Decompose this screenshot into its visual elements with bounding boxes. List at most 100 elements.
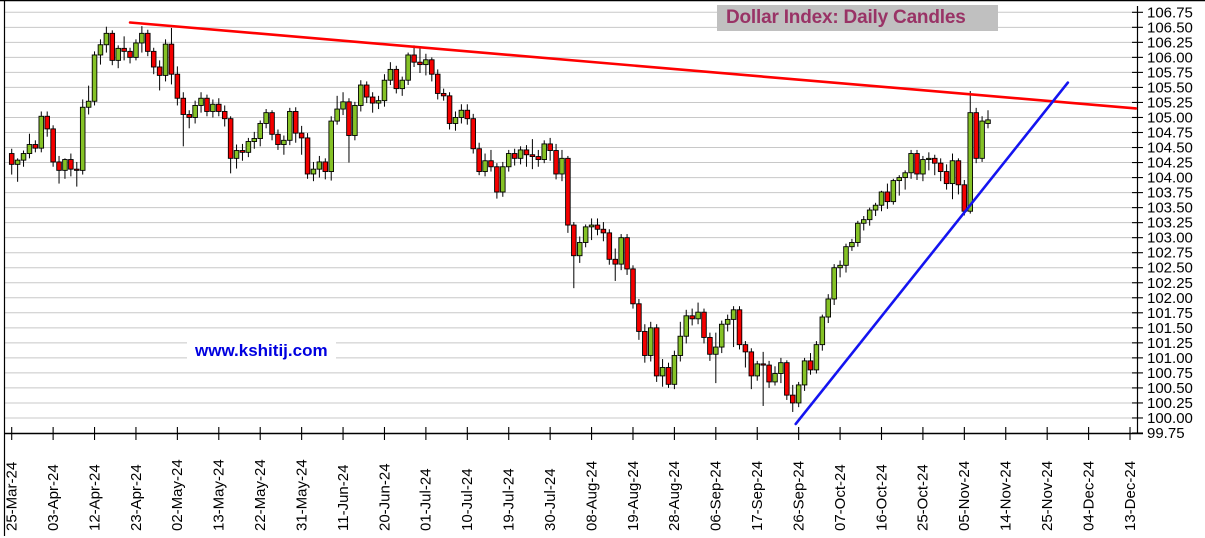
candle-down (446, 95, 453, 124)
candle-down (411, 54, 417, 63)
candle-up (245, 141, 252, 153)
candle-down (304, 137, 311, 175)
x-tick-label: 19-Aug-24 (625, 461, 642, 531)
candle-up (713, 346, 719, 355)
y-tick-label: 101.75 (1147, 305, 1193, 322)
candle-up (872, 204, 879, 211)
candle-up (387, 68, 394, 81)
candle-up (695, 311, 701, 320)
candle-up (257, 123, 263, 139)
y-tick-label: 99.75 (1147, 425, 1185, 442)
candle-down (760, 363, 766, 366)
candle-up (772, 373, 778, 383)
x-tick-label: 03-Apr-24 (45, 464, 62, 531)
candle-down (221, 111, 228, 120)
y-tick-label: 100.00 (1147, 410, 1193, 427)
candle-up (902, 172, 908, 179)
x-tick-label: 19-Jul-24 (501, 468, 518, 531)
x-tick-label: 13-May-24 (211, 459, 228, 531)
candle-up (754, 363, 760, 377)
candle-down (44, 115, 50, 130)
x-tick-label: 25-Oct-24 (915, 464, 932, 531)
candle-up (210, 103, 216, 112)
candle-up (458, 109, 465, 118)
candle-up (103, 32, 110, 46)
candle-up (795, 384, 802, 404)
candle-down (766, 364, 772, 383)
candle-up (452, 117, 459, 124)
candle-down (565, 157, 571, 226)
candle-down (594, 224, 601, 230)
candle-down (239, 150, 246, 153)
y-tick-label: 103.25 (1147, 215, 1193, 232)
candle-down (807, 360, 814, 371)
candle-down (322, 161, 329, 173)
candle-up (730, 309, 737, 320)
candle-up (896, 177, 903, 182)
candle-down (914, 153, 920, 175)
candle-up (890, 180, 897, 203)
candle-down (511, 153, 518, 159)
candle-down (665, 367, 672, 385)
candle-down (470, 118, 476, 150)
candle-down (269, 112, 275, 135)
candle-up (91, 54, 98, 102)
y-tick-label: 106.00 (1147, 49, 1193, 66)
candle-down (973, 112, 979, 159)
y-tick-label: 102.75 (1147, 245, 1193, 262)
candle-down (884, 191, 891, 203)
y-tick-label: 101.50 (1147, 320, 1193, 337)
candle-up (233, 150, 240, 159)
x-tick-label: 04-Dec-24 (1080, 461, 1097, 531)
candle-up (352, 105, 358, 136)
candle-up (26, 144, 33, 154)
candle-down (417, 61, 423, 66)
candle-down (464, 109, 471, 120)
candle-up (139, 32, 145, 44)
candle-up (115, 47, 121, 61)
candle-up (162, 43, 169, 76)
candle-up (79, 106, 86, 171)
candle-down (523, 149, 530, 156)
y-tick-label: 100.75 (1147, 365, 1193, 382)
candle-down (145, 32, 151, 52)
candle-up (38, 115, 45, 149)
candle-down (488, 160, 494, 168)
candle-up (500, 166, 506, 193)
candle-down (553, 150, 559, 175)
candle-down (955, 160, 962, 186)
candle-down (32, 144, 39, 149)
candle-down (168, 43, 175, 75)
candle-down (346, 101, 352, 136)
x-tick-label: 13-Dec-24 (1122, 461, 1139, 531)
y-tick-label: 103.75 (1147, 185, 1193, 202)
candle-up (328, 120, 334, 173)
candle-up (813, 344, 820, 371)
candle-down (393, 68, 400, 90)
candle-down (363, 84, 370, 98)
candle-down (174, 73, 181, 99)
candle-up (920, 159, 926, 175)
y-tick-label: 105.00 (1147, 109, 1193, 126)
y-tick-label: 102.25 (1147, 275, 1193, 292)
candle-up (358, 84, 364, 106)
candle-up (576, 242, 583, 257)
x-tick-label: 12-Apr-24 (86, 464, 103, 531)
candle-up (860, 219, 867, 224)
candle-up (683, 315, 689, 337)
gridlines (4, 11, 1138, 419)
x-axis-labels: 25-Mar-24 03-Apr-24 12-Apr-24 23-Apr-24 02-M… (4, 427, 1139, 531)
candle-up (949, 160, 956, 185)
candle-up (671, 355, 678, 385)
x-tick-label: 14-Nov-24 (998, 461, 1015, 531)
candle-down (784, 362, 790, 396)
x-tick-label: 20-Jun-24 (376, 463, 393, 531)
candle-down (68, 159, 74, 170)
candle-down (624, 237, 630, 270)
x-tick-label: 16-Oct-24 (873, 464, 890, 531)
candle-up (855, 222, 861, 243)
candle-up (405, 54, 411, 81)
candle-up (582, 226, 589, 243)
candle-down (476, 148, 482, 173)
